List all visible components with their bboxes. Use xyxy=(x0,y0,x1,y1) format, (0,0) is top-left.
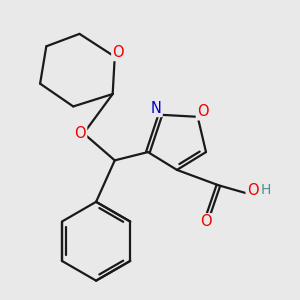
Text: O: O xyxy=(197,104,208,119)
Text: O: O xyxy=(112,45,124,60)
Text: N: N xyxy=(151,101,162,116)
Text: O: O xyxy=(74,126,86,141)
Text: O: O xyxy=(200,214,212,229)
Text: O: O xyxy=(247,183,258,198)
Text: H: H xyxy=(261,183,271,197)
